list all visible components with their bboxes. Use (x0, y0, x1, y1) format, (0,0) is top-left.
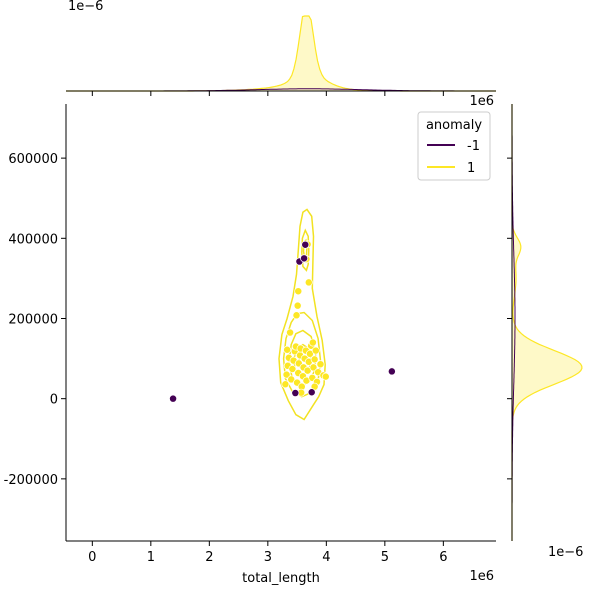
y-tick-label: -200000 (4, 473, 58, 488)
x-axis-exponent: 1e6 (469, 569, 494, 584)
normal-point (321, 372, 330, 381)
normal-point (281, 380, 290, 389)
y-axis-ticks: -200000 0 200000 400000 600000 (4, 152, 66, 488)
x-axis-ticks: 0 1 2 3 4 5 6 (88, 541, 447, 565)
x-tick-label: 5 (381, 550, 389, 565)
normal-point (288, 365, 297, 373)
normal-point (283, 345, 292, 354)
normal-point (294, 287, 303, 296)
normal-point (304, 278, 313, 287)
right-marginal-ticks (507, 157, 512, 480)
legend-label-anomaly: -1 (467, 139, 480, 154)
anomaly-point (387, 367, 396, 376)
anomaly-point (291, 389, 300, 398)
normal-point (310, 355, 319, 364)
normal-point (286, 328, 295, 337)
top-marginal-axes: 1e−6 (66, 0, 496, 96)
top-marginal-exponent: 1e−6 (68, 0, 103, 14)
normal-point (311, 346, 320, 355)
legend-label-normal: 1 (467, 161, 475, 176)
y-tick-label: 200000 (8, 312, 58, 327)
y-axis-exponent: 1e6 (469, 94, 494, 109)
right-density-line (511, 104, 583, 541)
top-marginal-ticks (91, 91, 444, 96)
normal-point (293, 301, 302, 310)
x-tick-label: 6 (439, 550, 447, 565)
anomaly-point (301, 240, 310, 249)
x-tick-label: 2 (205, 550, 213, 565)
legend-title: anomaly (426, 118, 482, 133)
right-marginal-exponent: 1e−6 (548, 545, 583, 560)
normal-point (316, 360, 325, 369)
x-tick-label: 3 (264, 550, 272, 565)
contour-line-0 (278, 208, 326, 421)
right-density-fill (512, 104, 582, 541)
y-tick-label: 600000 (8, 152, 58, 167)
x-axis-label: total_length (242, 571, 320, 586)
anomaly-point (300, 254, 309, 263)
x-tick-label: 0 (88, 550, 96, 565)
right-marginal-axes: 1e−6 (507, 104, 583, 560)
normal-point (309, 363, 318, 372)
normal-point (282, 370, 291, 379)
normal-point (292, 311, 301, 320)
main-axes: 0 1 2 3 4 5 6 -200000 0 200000 400000 600000 total… (4, 94, 496, 586)
top-density-line (66, 15, 496, 92)
anomaly-point (169, 394, 178, 403)
x-tick-label: 1 (147, 550, 155, 565)
right-marginal-density (511, 104, 583, 541)
top-marginal-density (66, 15, 496, 92)
x-tick-label: 4 (322, 550, 330, 565)
legend: anomaly -1 1 (417, 111, 491, 181)
anomaly-point (307, 388, 316, 397)
normal-point (308, 338, 317, 347)
scatter-points (169, 240, 396, 403)
top-density-fill (66, 16, 496, 91)
y-tick-label: 0 (50, 393, 58, 408)
y-tick-label: 400000 (8, 232, 58, 247)
